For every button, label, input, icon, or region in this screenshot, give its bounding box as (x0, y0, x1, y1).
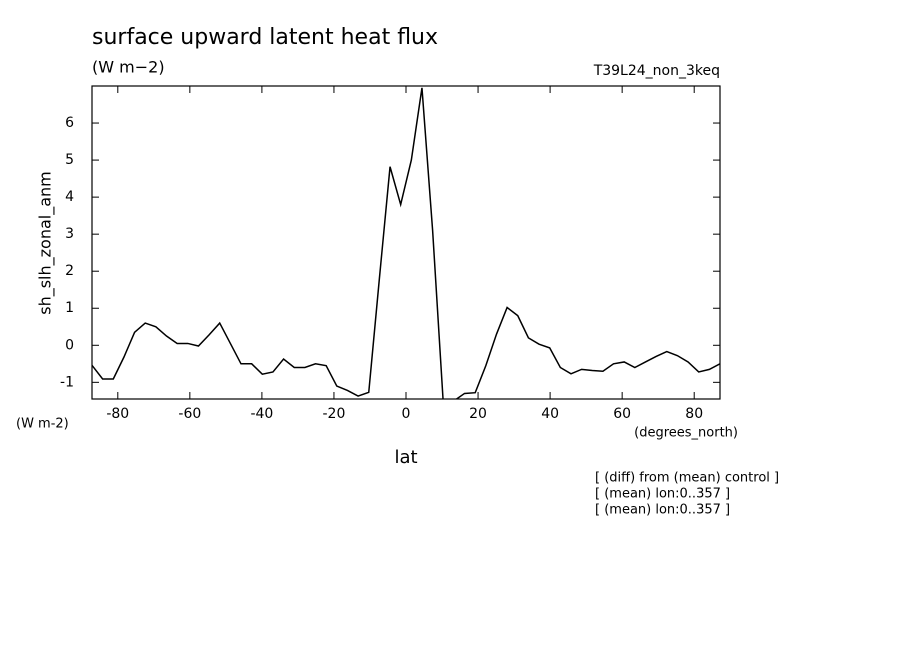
x-axis-label: lat (394, 447, 417, 468)
y-tick-label: 4 (65, 189, 74, 205)
note: [ (diff) from (mean) control ] (595, 471, 779, 486)
data-line (92, 87, 720, 399)
x-tick-label: 20 (469, 406, 487, 422)
y-tick-label: 2 (65, 263, 74, 279)
y-tick-label: 3 (65, 226, 74, 242)
chart-subtitle: (W m−2) (92, 58, 165, 77)
y-tick-label: 5 (65, 152, 74, 168)
y-tick-label: 0 (65, 337, 74, 353)
x-tick-label: -60 (178, 406, 201, 422)
x-tick-label: 60 (613, 406, 631, 422)
run-label: T39L24_non_3keq (593, 63, 720, 79)
x-tick-label: 0 (402, 406, 411, 422)
x-tick-label: 80 (685, 406, 703, 422)
x-tick-label: -40 (250, 406, 273, 422)
y-tick-label: 1 (65, 300, 74, 316)
x-tick-label: -80 (106, 406, 129, 422)
plot-frame (91, 85, 721, 400)
chart-title: surface upward latent heat flux (92, 25, 438, 50)
note: [ (mean) lon:0..357 ] (595, 487, 730, 502)
y-tick-label: -1 (60, 374, 74, 390)
x-tick-label: 40 (541, 406, 559, 422)
y-units: (W m-2) (16, 417, 69, 432)
y-tick-label: 6 (65, 115, 74, 131)
x-units: (degrees_north) (634, 426, 738, 441)
note: [ (mean) lon:0..357 ] (595, 503, 730, 518)
x-tick-label: -20 (323, 406, 346, 422)
y-axis-label: sh_slh_zonal_anm (36, 171, 56, 315)
